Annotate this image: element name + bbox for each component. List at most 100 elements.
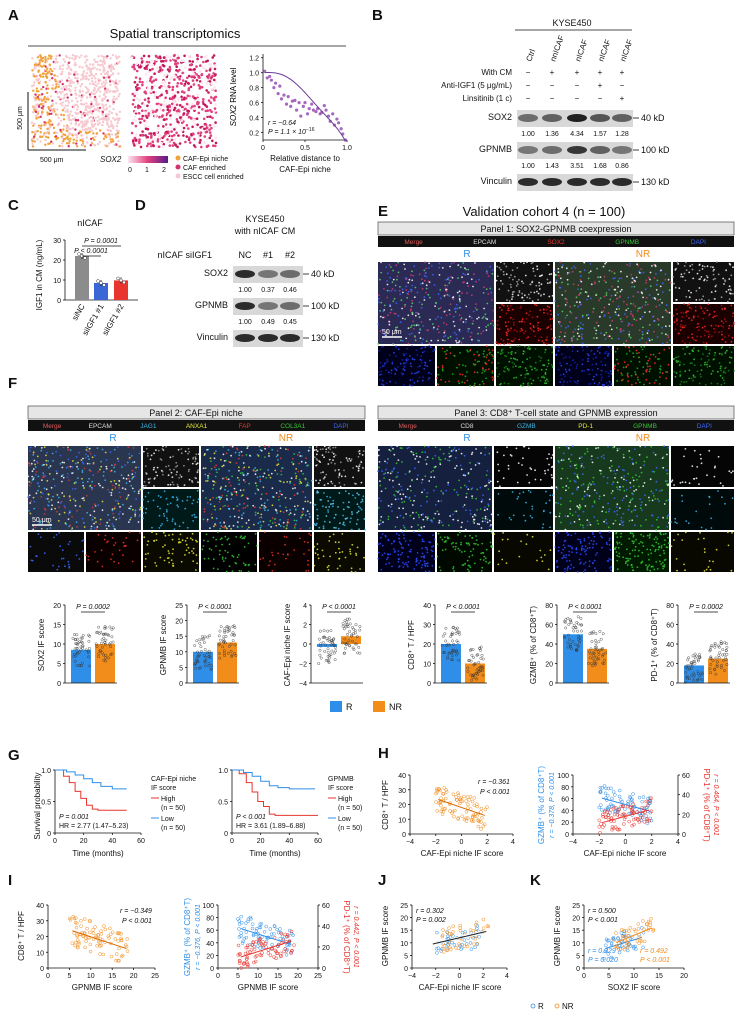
- cell-dot: [569, 376, 572, 379]
- sox2-spot: [140, 117, 144, 121]
- cell-dot: [101, 486, 104, 489]
- sox2-spot: [175, 131, 178, 135]
- cell-dot: [338, 482, 341, 484]
- cell-dot: [700, 307, 703, 310]
- cell-dot: [242, 562, 245, 565]
- cell-dot: [446, 284, 449, 287]
- cell-dot: [176, 464, 179, 467]
- cell-dot: [135, 498, 138, 500]
- cell-dot: [222, 526, 224, 528]
- cell-dot: [125, 482, 128, 484]
- cell-dot: [393, 312, 396, 315]
- cell-dot: [700, 276, 703, 278]
- cell-dot: [706, 330, 708, 333]
- spatial-spot: [72, 141, 75, 145]
- sox2-spot: [189, 96, 192, 99]
- cell-dot: [205, 480, 207, 482]
- cell-dot: [385, 266, 388, 268]
- cell-dot: [95, 521, 97, 523]
- sox2-spot: [180, 76, 184, 79]
- cell-dot: [540, 295, 542, 297]
- sox2-spot: [189, 85, 193, 89]
- cell-dot: [524, 367, 527, 369]
- cell-dot: [659, 365, 662, 368]
- sox2-spot: [165, 77, 169, 81]
- cell-dot: [418, 273, 421, 276]
- cell-dot: [238, 454, 241, 457]
- a-scatter-point: [265, 76, 269, 80]
- cell-dot: [241, 454, 244, 457]
- cell-dot: [336, 567, 339, 570]
- cell-dot: [61, 461, 64, 464]
- cell-dot: [230, 484, 232, 487]
- cell-dot: [259, 520, 262, 523]
- sox2-spot: [171, 95, 175, 99]
- cell-dot: [618, 296, 621, 299]
- cell-dot: [701, 298, 703, 300]
- c-point: [122, 280, 126, 285]
- sox2-spot: [165, 117, 168, 121]
- cell-dot: [315, 448, 318, 451]
- cell-dot: [228, 481, 231, 484]
- cell-dot: [566, 381, 569, 384]
- spatial-spot: [46, 87, 50, 90]
- cell-dot: [83, 487, 85, 489]
- cell-dot: [453, 325, 456, 327]
- cell-dot: [209, 498, 212, 501]
- spatial-spot: [108, 142, 111, 145]
- cell-dot: [30, 482, 33, 484]
- spatial-spot: [85, 132, 89, 135]
- cell-dot: [583, 261, 586, 264]
- cell-dot: [595, 337, 598, 339]
- cell-dot: [540, 357, 542, 359]
- spatial-spot: [46, 111, 49, 114]
- cell-dot: [62, 476, 65, 479]
- cell-dot: [403, 384, 406, 386]
- spatial-spot: [103, 97, 106, 100]
- spatial-spot: [59, 72, 62, 76]
- cell-dot: [513, 329, 516, 332]
- cell-dot: [352, 494, 354, 497]
- cell-dot: [459, 373, 461, 376]
- cell-dot: [474, 359, 477, 361]
- c-point: [83, 256, 87, 260]
- spatial-spot: [44, 81, 47, 84]
- spatial-spot: [34, 99, 37, 102]
- cell-dot: [617, 305, 620, 308]
- spatial-spot: [92, 119, 95, 122]
- cell-dot: [505, 331, 508, 334]
- spatial-spot: [46, 113, 49, 116]
- cell-dot: [293, 513, 296, 516]
- cell-dot: [224, 549, 227, 552]
- cell-dot: [320, 471, 322, 474]
- cell-dot: [673, 371, 676, 373]
- cell-dot: [569, 364, 572, 366]
- cell-dot: [655, 273, 657, 275]
- cell-dot: [546, 336, 549, 339]
- sox2-spot: [185, 102, 189, 106]
- cell-dot: [236, 505, 239, 507]
- spatial-spot: [41, 72, 44, 75]
- cell-dot: [155, 449, 157, 451]
- cell-dot: [144, 558, 147, 560]
- cell-dot: [131, 560, 134, 563]
- spatial-spot: [30, 85, 34, 88]
- cell-dot: [485, 356, 488, 359]
- cell-dot: [101, 448, 104, 451]
- sox2-spot: [150, 134, 153, 138]
- cell-dot: [708, 299, 710, 301]
- cell-dot: [138, 508, 141, 511]
- cell-dot: [49, 527, 52, 529]
- sox2-spot: [163, 134, 166, 138]
- sox2-spot: [211, 74, 214, 78]
- cell-dot: [256, 469, 259, 472]
- cell-dot: [247, 472, 249, 475]
- cell-dot: [82, 481, 84, 484]
- spatial-spot: [98, 106, 102, 110]
- cell-dot: [191, 514, 194, 517]
- cell-dot: [379, 361, 382, 364]
- f2-nr-jag1: [313, 489, 366, 531]
- e-nr-epcam-bg: [673, 262, 734, 302]
- sox2-spot: [153, 62, 156, 65]
- cell-dot: [278, 523, 280, 526]
